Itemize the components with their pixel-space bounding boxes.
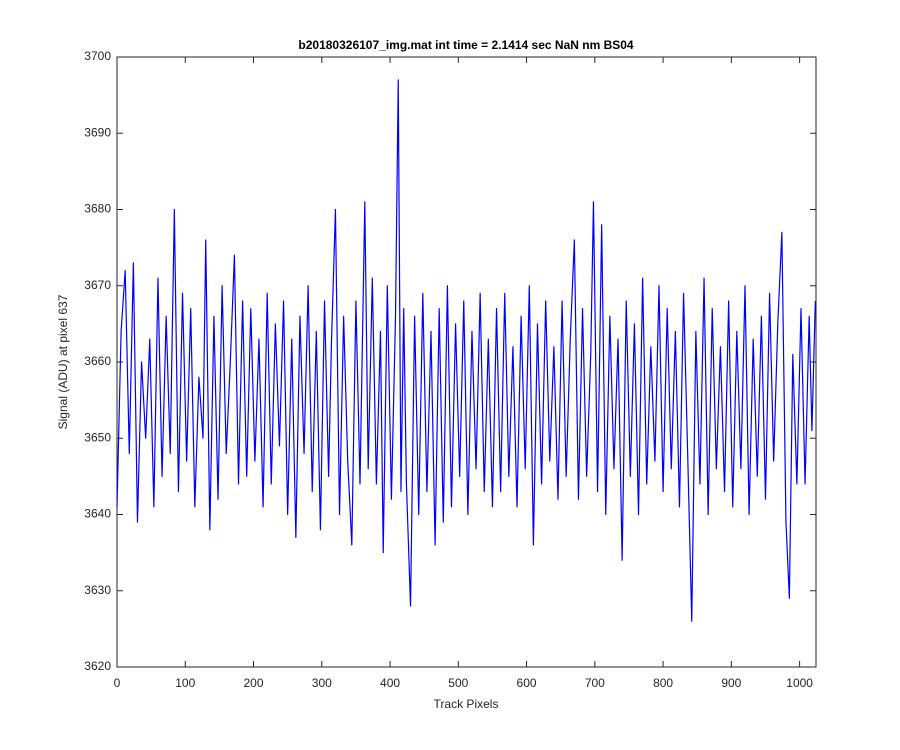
x-tick-label: 0 (114, 676, 121, 690)
x-tick-label: 700 (585, 676, 605, 690)
x-tick-label: 1000 (786, 676, 813, 690)
x-tick-label: 500 (448, 676, 468, 690)
y-tick-label: 3650 (84, 430, 111, 444)
x-tick-label: 400 (380, 676, 400, 690)
x-tick-label: 200 (244, 676, 264, 690)
plot-area (116, 56, 817, 668)
data-line (116, 79, 816, 622)
x-tick-label: 900 (721, 676, 741, 690)
x-tick-label: 300 (312, 676, 332, 690)
y-tick-label: 3640 (84, 507, 111, 521)
x-tick-label: 800 (653, 676, 673, 690)
y-axis-label: Signal (ADU) at pixel 637 (56, 294, 70, 429)
x-axis-label: Track Pixels (434, 697, 499, 711)
y-tick-label: 3630 (84, 583, 111, 597)
y-tick-label: 3620 (84, 659, 111, 673)
y-tick-label: 3680 (84, 202, 111, 216)
y-tick-label: 3660 (84, 354, 111, 368)
chart-title: b20180326107_img.mat int time = 2.1414 s… (298, 38, 634, 52)
x-tick-label: 600 (517, 676, 537, 690)
y-tick-label: 3690 (84, 125, 111, 139)
y-tick-label: 3670 (84, 278, 111, 292)
x-tick-label: 100 (175, 676, 195, 690)
y-tick-label: 3700 (84, 49, 111, 63)
